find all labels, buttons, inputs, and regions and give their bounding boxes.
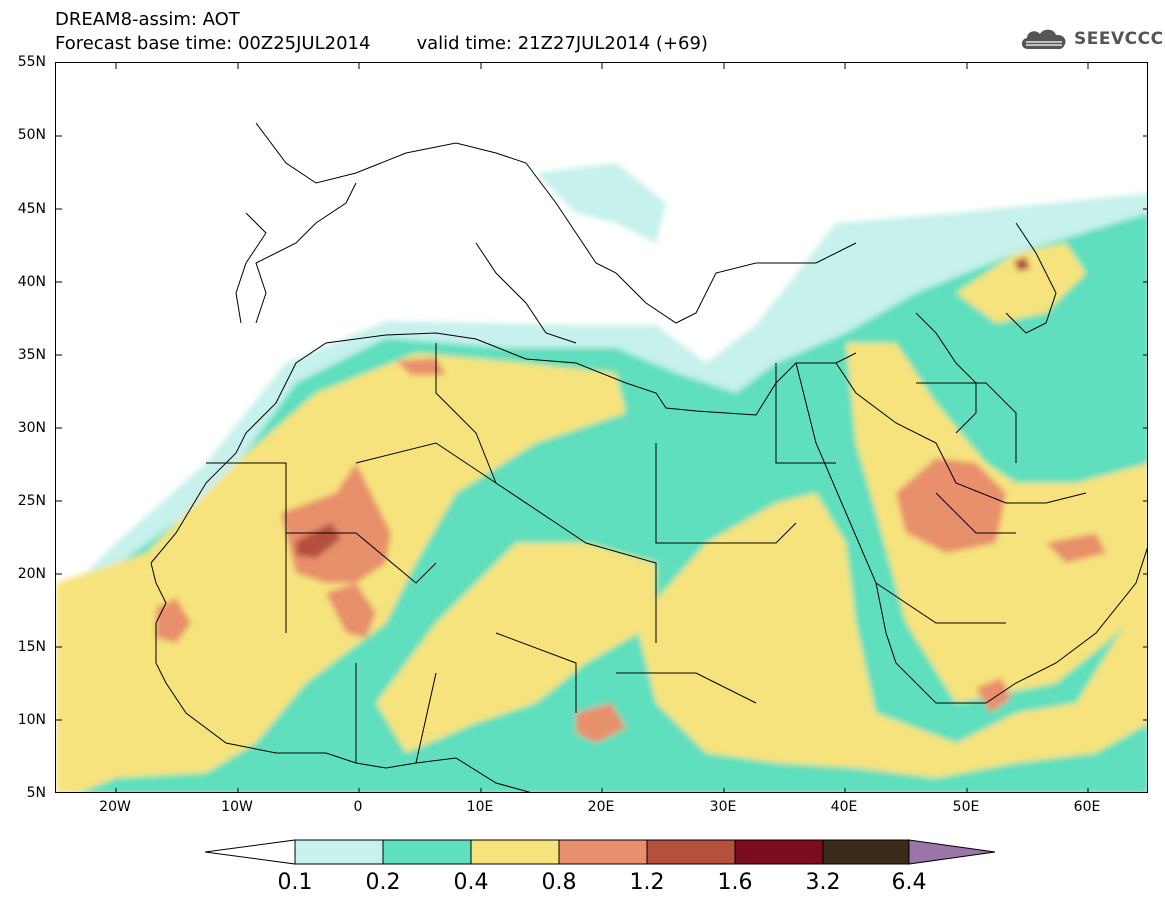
aot-band-0-8-niger <box>326 583 376 638</box>
lat-label: 40N <box>17 274 46 290</box>
colorbar-box-0-1 <box>294 839 384 865</box>
lon-label: 10W <box>221 799 253 815</box>
colorbar-over-arrow <box>908 839 996 865</box>
colorbar-label: 3.2 <box>805 870 841 895</box>
aot-band-0-1-balkans <box>536 163 666 243</box>
aot-shading <box>56 163 1147 792</box>
lon-label: 30E <box>709 799 737 815</box>
colorbar <box>204 838 1000 870</box>
colorbar-label: 1.6 <box>717 870 753 895</box>
colorbar-box-0-8 <box>558 839 648 865</box>
aot-band-0-4-central <box>636 493 1147 778</box>
aot-band-1-2 <box>296 523 341 558</box>
lon-label: 0 <box>353 799 363 815</box>
lon-label: 10E <box>466 799 494 815</box>
aot-band-0-8-gulf <box>896 458 1006 553</box>
colorbar-box-0-2 <box>382 839 472 865</box>
aot-band-0-4-caspian <box>956 243 1086 323</box>
lat-label: 45N <box>17 201 46 217</box>
aot-band-0-4-sahel <box>376 543 656 753</box>
lat-label: 25N <box>17 493 46 509</box>
lat-label: 35N <box>17 347 46 363</box>
colorbar-label: 0.4 <box>453 870 489 895</box>
lat-label: 15N <box>17 639 46 655</box>
base-time: Forecast base time: 00Z25JUL2014 <box>55 33 371 54</box>
aot-band-0-8-atlas <box>396 358 446 375</box>
lon-label: 20E <box>587 799 615 815</box>
logo-text: SEEVCCC <box>1074 29 1164 49</box>
lat-label: 10N <box>17 712 46 728</box>
colorbar-svg <box>204 839 996 865</box>
colorbar-box-1-2 <box>646 839 736 865</box>
colorbar-box-1-6 <box>734 839 824 865</box>
grid-ticks <box>56 63 1147 792</box>
valid-time: valid time: 21Z27JUL2014 (+69) <box>416 33 708 54</box>
colorbar-label: 0.2 <box>365 870 401 895</box>
coastlines <box>150 122 1147 792</box>
time-line: Forecast base time: 00Z25JUL2014 valid ti… <box>55 34 708 54</box>
lon-label: 20W <box>99 799 131 815</box>
colorbar-label: 6.4 <box>891 870 927 895</box>
colorbar-box-0-4 <box>470 839 560 865</box>
map-title: DREAM8-assim: AOT <box>55 9 240 30</box>
aot-band-1-2-caspian <box>1014 257 1030 271</box>
map-panel <box>55 62 1148 793</box>
lon-label: 40E <box>830 799 858 815</box>
lat-label: 20N <box>17 566 46 582</box>
lon-label: 60E <box>1073 799 1101 815</box>
aot-map <box>56 63 1147 792</box>
aot-band-0-8-somalia <box>976 678 1011 713</box>
colorbar-label: 1.2 <box>629 870 665 895</box>
lat-label: 30N <box>17 420 46 436</box>
lat-label: 5N <box>26 785 46 801</box>
aot-band-0-8-oman <box>1046 533 1106 563</box>
seevccc-logo: SEEVCCC <box>1018 24 1164 54</box>
colorbar-label: 0.1 <box>277 870 313 895</box>
lat-label: 55N <box>17 54 46 70</box>
colorbar-under-arrow <box>204 839 296 865</box>
cloud-icon <box>1021 29 1066 49</box>
colorbar-box-3-2 <box>822 839 910 865</box>
colorbar-label: 0.8 <box>541 870 577 895</box>
aot-band-0-8-chad <box>576 703 626 743</box>
lon-label: 50E <box>952 799 980 815</box>
aot-band-0-8-senegal <box>156 598 191 643</box>
lat-label: 50N <box>17 127 46 143</box>
